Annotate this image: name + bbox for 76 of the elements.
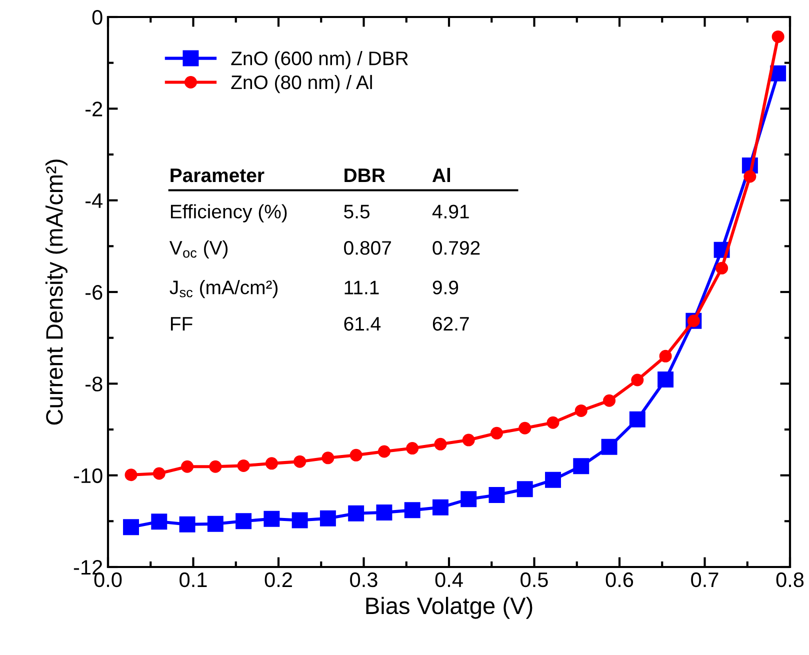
point [292,512,308,528]
point [744,170,756,183]
legend-label: ZnO (600 nm) / DBR [231,51,408,70]
y-axis-title: Current Density (mA/cm²) [45,160,68,425]
annotation: 5.5 [344,204,370,218]
point [209,460,222,473]
point [490,426,503,440]
point [574,404,588,417]
point [376,504,392,520]
point [631,374,644,386]
point [124,468,138,482]
y-tick-label: -2 [86,102,102,116]
x-tick-label: 0.8 [776,572,804,588]
annotation: 4.91 [432,204,469,218]
annotation: 61.4 [344,316,381,331]
x-tick-label: 0.3 [350,572,378,588]
x-tick-label: 0.5 [520,572,548,588]
x-tick-label: 0.4 [435,572,463,588]
point [123,519,140,536]
point [350,448,362,462]
point [237,459,250,472]
point [516,481,533,498]
annotation: Efficiency (%) [170,204,287,222]
y-tick-label: -4 [86,194,103,208]
point [181,460,194,473]
point [151,514,168,530]
point [659,350,672,362]
point [378,445,390,458]
point [488,487,505,504]
point [434,438,447,450]
legend-label: ZnO (80 nm) / Al [231,74,372,94]
point [573,458,590,474]
point [772,30,784,43]
point [601,438,618,455]
annotation: DBR [344,168,386,182]
point [320,510,336,526]
annotation: 0.792 [432,241,480,255]
y-tick-label: -8 [86,376,102,392]
point [152,467,166,480]
point [404,502,420,518]
y-tick-label: 0 [92,10,102,25]
point [207,516,224,532]
point [265,457,278,470]
point [546,416,560,429]
annotation: 9.9 [432,280,458,294]
annotation: J$_{sc}$ (mA/cm²) [170,280,278,298]
point [406,442,419,455]
point [629,411,646,428]
annotation: FF [170,317,192,330]
x-tick-label: 0.7 [691,572,718,588]
y-tick-label: -6 [86,285,102,300]
point [460,491,477,508]
annotation: V$_{oc}$ (V) [169,240,228,259]
point [294,455,306,468]
x-axis-title: Bias Volatge (V) [366,596,532,619]
point [462,434,475,446]
point [716,262,728,274]
x-tick-label: 0.6 [606,572,634,588]
annotation: 11.1 [344,280,379,294]
point [322,452,334,464]
point [432,499,448,516]
point [518,422,532,434]
annotation: Al [432,168,450,182]
point [545,472,561,488]
point [603,394,616,407]
annotation: Parameter [170,168,264,182]
point [264,510,280,527]
point [179,516,196,532]
point [236,513,252,530]
annotation: 0.807 [344,241,391,255]
point [348,505,364,522]
y-tick-label: -10 [74,468,102,484]
x-tick-label: 0.2 [264,572,292,588]
x-tick-label: 0.1 [180,572,207,588]
point [658,372,674,388]
annotation: 62.7 [432,316,469,331]
